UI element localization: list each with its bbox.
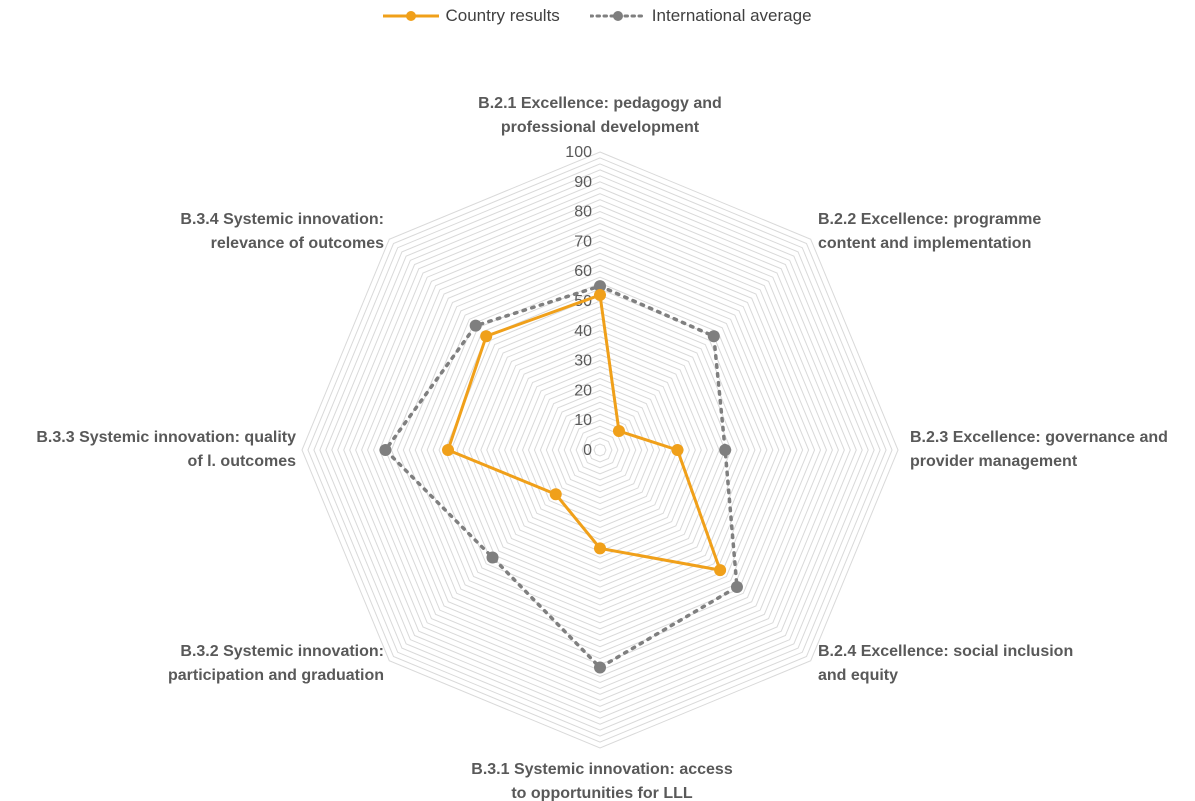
international-point-8 (469, 319, 482, 332)
grid-ring (426, 276, 774, 624)
legend-item-international[interactable]: International average (589, 6, 812, 26)
grid-ring (414, 264, 786, 636)
international-point-6 (486, 551, 499, 564)
country-point-5 (594, 542, 606, 555)
international-point-5 (594, 661, 606, 674)
grid-ring (301, 151, 899, 749)
tick-label: 10 (574, 412, 592, 429)
tick-label: 70 (574, 233, 592, 250)
international-point-7 (379, 444, 392, 456)
international-point-4 (730, 580, 743, 593)
tick-label: 40 (574, 323, 592, 340)
tick-label: 80 (574, 204, 592, 221)
axis-label-3: B.2.3 Excellence: governance and provider… (910, 429, 1168, 470)
country-point-8 (480, 330, 493, 343)
grid-ring (468, 318, 732, 582)
grid-ring (527, 377, 673, 523)
international-point-2 (707, 330, 720, 343)
axis-label-1: B.2.1 Excellence: pedagogy and profession… (478, 95, 722, 136)
tick-label: 60 (574, 263, 592, 280)
grid-ring (355, 205, 845, 695)
tick-label: 90 (574, 174, 592, 191)
grid-ring (337, 187, 863, 713)
legend-item-country[interactable]: Country results (383, 6, 560, 26)
country-point-1 (594, 289, 606, 302)
grid-ring (420, 270, 780, 630)
international-point-3 (719, 444, 732, 456)
grid-ring (539, 389, 661, 511)
tick-label: 0 (583, 442, 592, 459)
grid-ring (325, 175, 875, 725)
grid-ring (343, 193, 857, 707)
grid-ring (521, 371, 679, 529)
grid-ring (557, 407, 643, 493)
grid-ring (307, 157, 893, 743)
grid-ring (361, 211, 839, 689)
grid-ring (432, 282, 768, 618)
country-legend-marker-icon (383, 11, 440, 21)
legend-label-international: International average (651, 6, 812, 25)
grid-ring (408, 258, 792, 642)
grid-ring (313, 163, 887, 737)
axis-label-5: B.3.1 Systemic innovation: access to oppo… (471, 761, 733, 801)
country-point-3 (671, 444, 684, 456)
tick-label: 100 (565, 144, 592, 161)
axis-label-7: B.3.3 Systemic innovation: quality of l. … (36, 429, 296, 470)
axis-label-6: B.3.2 Systemic innovation: participation … (168, 643, 384, 684)
grid-ring (319, 169, 881, 731)
axis-label-8: B.3.4 Systemic innovation: relevance of o… (180, 211, 384, 252)
country-point-4 (714, 564, 727, 577)
grid-ring (587, 437, 613, 463)
grid-ring (504, 354, 696, 546)
grid-ring (372, 222, 828, 678)
grid-ring (402, 252, 798, 648)
axis-label-2: B.2.2 Excellence: programme content and i… (818, 211, 1041, 252)
grid-ring (367, 217, 833, 683)
grid-ring (349, 199, 851, 701)
grid-ring (444, 294, 756, 606)
grid-ring (438, 288, 762, 612)
tick-label: 30 (574, 353, 592, 370)
grid-ring (545, 395, 655, 505)
international-legend-marker-icon (589, 11, 646, 21)
grid-ring (462, 312, 738, 588)
grid-ring (593, 443, 607, 457)
grid-ring (551, 401, 649, 499)
country-point-6 (549, 488, 562, 501)
grid-ring (390, 240, 810, 660)
grid-ring (510, 360, 690, 540)
grid-ring (569, 419, 631, 481)
international-point-1 (594, 280, 606, 293)
grid-ring (480, 330, 720, 570)
tick-label: 20 (574, 382, 592, 399)
legend-label-country: Country results (445, 6, 560, 25)
country-point-7 (442, 444, 455, 456)
grid-ring (581, 431, 619, 469)
grid-ring (331, 181, 869, 719)
axis-label-4: B.2.4 Excellence: social inclusion and eq… (818, 643, 1073, 684)
grid-ring (486, 336, 714, 564)
grid-ring (498, 348, 702, 552)
grid-ring (575, 425, 625, 475)
grid-ring (474, 324, 726, 576)
grid-ring (492, 342, 708, 558)
grid-ring (456, 306, 744, 594)
series-layer (379, 280, 743, 674)
grid-ring (516, 366, 684, 534)
country-point-2 (612, 425, 625, 438)
grid-ring (533, 383, 667, 517)
grid-ring (396, 246, 804, 654)
grid-ring (450, 300, 750, 600)
axis-labels: B.2.1 Excellence: pedagogy and profession… (36, 95, 1168, 801)
legend: Country results International average (0, 6, 1195, 26)
